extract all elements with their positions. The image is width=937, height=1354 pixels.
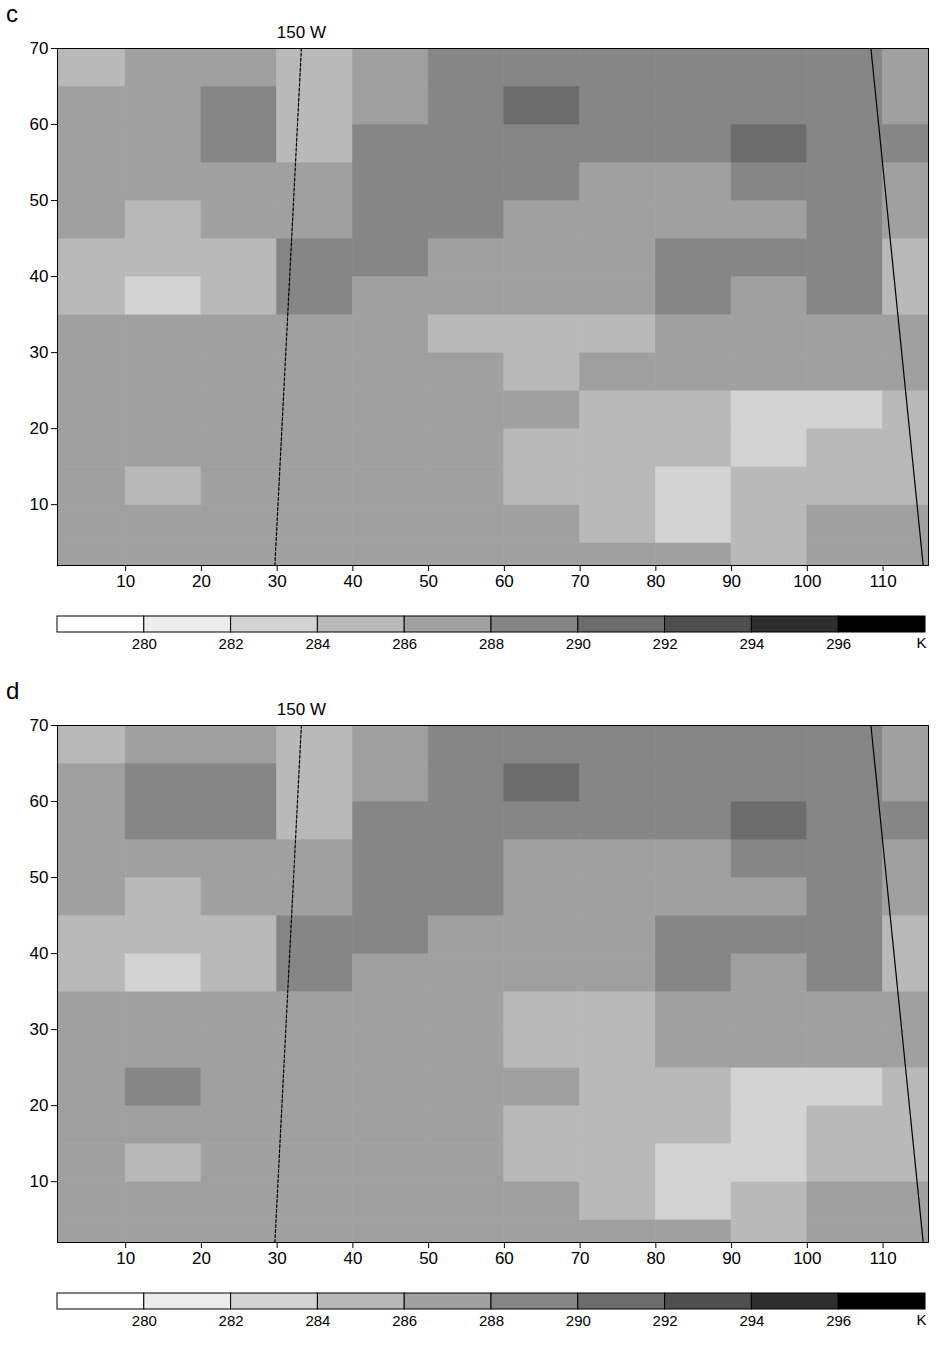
svg-text:290: 290	[566, 1312, 591, 1329]
html-text:d: d	[6, 677, 20, 704]
svg-text:80: 80	[646, 572, 665, 591]
svg-text:294: 294	[739, 635, 764, 652]
svg-text:60: 60	[495, 572, 514, 591]
svg-text:70: 70	[571, 572, 590, 591]
svg-text:10: 10	[30, 495, 49, 514]
svg-text:40: 40	[343, 572, 362, 591]
html-text:c: c	[6, 0, 18, 27]
svg-text:30: 30	[30, 1020, 49, 1039]
svg-text:K: K	[916, 1311, 926, 1328]
svg-text:90: 90	[722, 1249, 741, 1268]
svg-text:40: 40	[30, 944, 49, 963]
svg-text:284: 284	[305, 635, 330, 652]
svg-text:30: 30	[268, 1249, 287, 1268]
svg-text:282: 282	[219, 635, 244, 652]
svg-text:100: 100	[793, 572, 821, 591]
svg-text:50: 50	[419, 572, 438, 591]
svg-text:50: 50	[30, 868, 49, 887]
svg-text:30: 30	[30, 343, 49, 362]
svg-text:20: 20	[30, 1096, 49, 1115]
svg-text:296: 296	[826, 1312, 851, 1329]
svg-text:10: 10	[30, 1172, 49, 1191]
svg-text:70: 70	[30, 716, 49, 735]
svg-text:50: 50	[419, 1249, 438, 1268]
svg-text:60: 60	[30, 115, 49, 134]
svg-text:290: 290	[566, 635, 591, 652]
svg-text:K: K	[916, 634, 926, 651]
svg-text:40: 40	[30, 267, 49, 286]
svg-text:110: 110	[870, 1249, 897, 1268]
svg-text:110: 110	[870, 572, 897, 591]
svg-text:10: 10	[116, 572, 135, 591]
svg-text:50: 50	[30, 191, 49, 210]
svg-text:284: 284	[305, 1312, 330, 1329]
svg-text:100: 100	[793, 1249, 821, 1268]
svg-text:296: 296	[826, 635, 851, 652]
svg-text:292: 292	[653, 635, 678, 652]
svg-text:292: 292	[653, 1312, 678, 1329]
svg-text:20: 20	[192, 1249, 211, 1268]
svg-text:282: 282	[219, 1312, 244, 1329]
svg-text:280: 280	[132, 1312, 157, 1329]
svg-text:20: 20	[192, 572, 211, 591]
svg-text:30: 30	[268, 572, 287, 591]
svg-text:40: 40	[343, 1249, 362, 1268]
svg-text:288: 288	[479, 635, 504, 652]
svg-text:150 W: 150 W	[277, 700, 326, 719]
svg-text:286: 286	[392, 1312, 417, 1329]
svg-text:70: 70	[30, 39, 49, 58]
svg-text:280: 280	[132, 635, 157, 652]
svg-text:286: 286	[392, 635, 417, 652]
svg-text:90: 90	[722, 572, 741, 591]
svg-text:60: 60	[495, 1249, 514, 1268]
svg-text:10: 10	[116, 1249, 135, 1268]
svg-text:294: 294	[739, 1312, 764, 1329]
svg-text:150 W: 150 W	[277, 23, 326, 42]
svg-text:80: 80	[646, 1249, 665, 1268]
svg-text:20: 20	[30, 419, 49, 438]
svg-text:60: 60	[30, 792, 49, 811]
svg-text:288: 288	[479, 1312, 504, 1329]
svg-text:70: 70	[571, 1249, 590, 1268]
